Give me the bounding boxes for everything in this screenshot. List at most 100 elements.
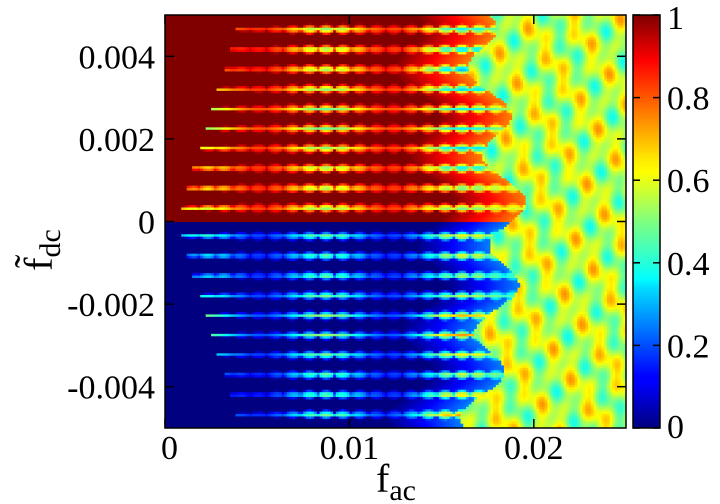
heatmap-cell — [181, 15, 185, 19]
heatmap-cell — [170, 240, 174, 244]
heatmap-cell — [167, 257, 172, 261]
heatmap-cell — [178, 124, 182, 128]
heatmap-cell — [170, 27, 174, 31]
heatmap-cell — [194, 41, 199, 45]
heatmap-cell — [186, 423, 190, 427]
heatmap-cell — [194, 333, 199, 337]
heatmap-cell — [183, 117, 188, 121]
heatmap-cell — [175, 301, 180, 305]
heatmap-cell — [173, 66, 177, 70]
heatmap-cell — [211, 112, 215, 116]
heatmap-cell — [170, 238, 174, 242]
heatmap-cell — [181, 231, 185, 235]
heatmap-cell — [200, 376, 204, 381]
heatmap-cell — [200, 323, 204, 327]
heatmap-cell — [165, 340, 169, 344]
heatmap-cell — [202, 51, 207, 55]
heatmap-cell — [181, 384, 185, 388]
heatmap-cell — [183, 194, 188, 198]
heatmap-cell — [170, 355, 174, 359]
heatmap-cell — [194, 328, 199, 332]
heatmap-cell — [170, 364, 174, 368]
heatmap-cell — [178, 253, 182, 257]
heatmap-cell — [181, 182, 185, 186]
heatmap-cell — [194, 117, 199, 121]
heatmap-cell — [211, 85, 215, 89]
heatmap-cell — [167, 359, 172, 364]
heatmap-cell — [211, 350, 215, 354]
heatmap-cell — [178, 367, 182, 371]
heatmap-cell — [202, 369, 207, 373]
heatmap-cell — [175, 95, 180, 99]
heatmap-cell — [183, 97, 188, 101]
heatmap-cell — [189, 209, 193, 213]
heatmap-cell — [186, 415, 190, 419]
heatmap-cell — [211, 58, 215, 62]
heatmap-cell — [205, 51, 209, 55]
heatmap-cell — [183, 211, 188, 215]
heatmap-cell — [183, 39, 188, 43]
heatmap-cell — [173, 279, 177, 283]
heatmap-cell — [205, 126, 209, 130]
heatmap-cell — [181, 194, 185, 198]
heatmap-cell — [205, 253, 209, 257]
heatmap-cell — [205, 223, 209, 227]
heatmap-cell — [197, 204, 201, 208]
heatmap-cell — [192, 311, 196, 315]
heatmap-cell — [211, 240, 215, 244]
heatmap-cell — [194, 100, 199, 104]
heatmap-cell — [183, 63, 188, 67]
heatmap-cell — [197, 148, 201, 152]
heatmap-cell — [208, 46, 212, 50]
heatmap-cell — [197, 211, 201, 215]
heatmap-cell — [165, 248, 169, 252]
heatmap-cell — [186, 355, 190, 359]
heatmap-cell — [189, 112, 193, 116]
heatmap-cell — [211, 32, 215, 36]
heatmap-cell — [186, 136, 190, 140]
heatmap-cell — [178, 257, 182, 261]
heatmap-cell — [211, 362, 215, 366]
heatmap-cell — [213, 345, 218, 349]
heatmap-cell — [197, 100, 201, 104]
heatmap-cell — [208, 27, 212, 31]
heatmap-cell — [208, 204, 212, 208]
heatmap-cell — [189, 265, 193, 269]
heatmap-cell — [167, 323, 172, 327]
heatmap-cell — [181, 393, 185, 398]
heatmap-cell — [205, 357, 209, 361]
heatmap-cell — [194, 401, 199, 405]
heatmap-cell — [186, 406, 190, 410]
heatmap-cell — [165, 381, 169, 385]
heatmap-cell — [202, 63, 207, 67]
heatmap-cell — [165, 53, 169, 57]
heatmap-cell — [200, 338, 204, 342]
heatmap-cell — [173, 287, 177, 291]
heatmap-cell — [186, 155, 190, 159]
heatmap-cell — [165, 250, 169, 254]
heatmap-cell — [170, 194, 174, 198]
heatmap-cell — [165, 219, 169, 223]
heatmap-cell — [202, 117, 207, 121]
heatmap-cell — [200, 136, 204, 140]
heatmap-cell — [175, 408, 180, 412]
heatmap-cell — [194, 321, 199, 325]
heatmap-cell — [211, 68, 215, 72]
heatmap-cell — [181, 340, 185, 344]
heatmap-cell — [165, 376, 169, 381]
heatmap-cell — [202, 352, 207, 356]
heatmap-cell — [186, 410, 190, 415]
heatmap-cell — [183, 75, 188, 79]
heatmap-cell — [170, 92, 174, 96]
heatmap-cell — [178, 425, 182, 428]
heatmap-cell — [192, 63, 196, 67]
heatmap-cell — [197, 185, 201, 189]
heatmap-cell — [189, 316, 193, 320]
heatmap-cell — [178, 211, 182, 215]
heatmap-cell — [208, 180, 212, 184]
heatmap-cell — [211, 313, 215, 317]
heatmap-cell — [178, 39, 182, 43]
heatmap-cell — [165, 291, 169, 295]
heatmap-cell — [205, 396, 209, 400]
heatmap-cell — [189, 107, 193, 111]
